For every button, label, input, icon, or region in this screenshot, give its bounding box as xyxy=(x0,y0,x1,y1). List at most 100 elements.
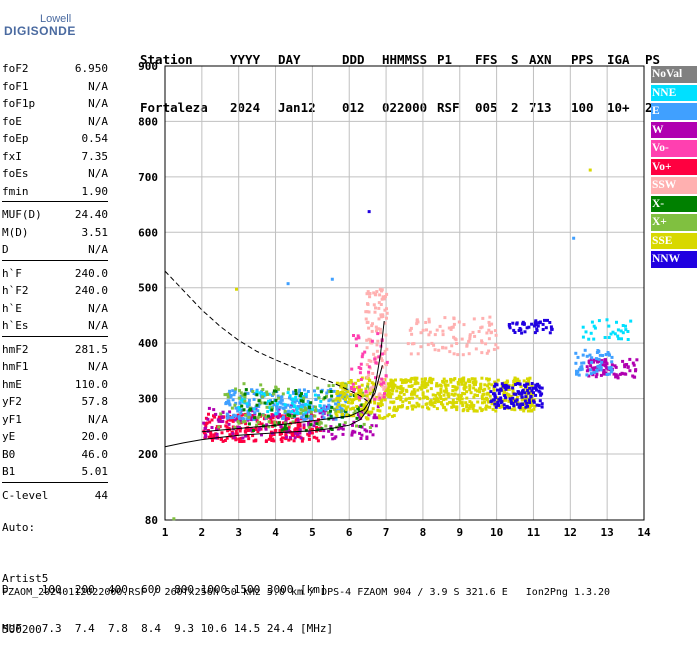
data-point xyxy=(444,390,448,394)
data-point xyxy=(492,392,495,396)
data-point xyxy=(534,319,538,323)
data-point xyxy=(343,384,347,388)
data-point xyxy=(252,417,256,421)
data-point xyxy=(341,427,345,431)
data-point xyxy=(278,400,282,404)
data-point xyxy=(381,365,385,369)
data-point xyxy=(280,395,284,399)
data-point xyxy=(313,414,317,418)
data-point xyxy=(467,352,471,356)
data-point xyxy=(471,330,475,334)
data-point xyxy=(421,405,425,409)
data-point xyxy=(524,395,528,399)
data-point xyxy=(429,379,433,383)
data-point xyxy=(205,421,209,425)
data-point xyxy=(329,398,333,402)
data-point xyxy=(300,405,303,409)
data-point xyxy=(278,412,281,416)
data-point xyxy=(256,420,260,424)
data-point xyxy=(239,398,243,402)
data-point xyxy=(534,323,538,327)
data-point xyxy=(349,379,353,382)
data-point xyxy=(266,414,270,418)
data-point xyxy=(624,324,627,328)
data-point xyxy=(244,413,248,417)
data-point xyxy=(345,395,349,399)
data-point xyxy=(299,411,303,415)
data-point xyxy=(335,405,339,409)
data-point xyxy=(307,434,311,438)
data-point xyxy=(376,408,380,412)
data-point xyxy=(329,425,333,429)
data-point xyxy=(304,410,308,414)
data-point xyxy=(319,408,323,412)
data-point xyxy=(270,439,274,442)
data-point xyxy=(451,385,455,388)
param-row: foF1 N/A xyxy=(2,78,108,96)
data-point xyxy=(487,349,491,353)
data-point xyxy=(514,379,518,383)
data-point xyxy=(392,408,396,412)
data-point xyxy=(522,383,526,387)
header-value-ffs: 005 xyxy=(475,100,498,115)
data-point xyxy=(367,373,371,377)
data-point xyxy=(435,384,438,388)
data-point xyxy=(430,341,434,345)
data-point xyxy=(607,336,611,339)
data-point xyxy=(296,434,300,438)
data-point xyxy=(234,438,238,442)
data-point xyxy=(408,396,412,400)
data-point xyxy=(576,355,580,359)
data-point xyxy=(251,434,255,438)
data-point xyxy=(351,429,355,433)
data-point xyxy=(383,349,387,353)
param-value: 240.0 xyxy=(74,266,108,280)
data-point xyxy=(367,358,371,362)
data-point xyxy=(389,400,393,404)
data-point xyxy=(595,372,599,376)
data-point xyxy=(518,327,522,330)
data-point xyxy=(210,436,214,440)
data-point xyxy=(366,320,370,324)
data-point xyxy=(519,407,523,411)
data-point xyxy=(267,420,271,424)
data-point xyxy=(427,320,431,324)
data-point xyxy=(429,399,433,403)
auto-label: Auto: xyxy=(2,521,36,534)
data-point xyxy=(382,395,386,399)
y-tick-label: 80 xyxy=(145,514,158,527)
data-point xyxy=(587,337,591,341)
data-point xyxy=(238,429,242,433)
data-point xyxy=(380,352,384,356)
data-point xyxy=(487,382,491,386)
data-point xyxy=(288,394,292,398)
data-point xyxy=(341,432,345,436)
param-row: hmF1 N/A xyxy=(2,358,108,376)
data-point xyxy=(499,388,503,392)
data-point xyxy=(334,417,338,421)
data-point xyxy=(237,405,241,409)
data-point xyxy=(626,365,630,369)
param-name: B1 xyxy=(2,465,16,478)
data-point xyxy=(286,282,290,286)
data-point xyxy=(369,388,372,392)
header-value-day: Jan12 xyxy=(278,100,316,115)
data-point xyxy=(282,421,285,425)
data-point xyxy=(291,420,295,424)
data-point xyxy=(229,418,233,422)
data-point xyxy=(347,381,351,384)
param-name: yE xyxy=(2,430,16,443)
data-point xyxy=(465,390,469,394)
data-point xyxy=(589,368,592,372)
data-point xyxy=(435,396,439,400)
data-point xyxy=(456,380,460,384)
data-point xyxy=(597,319,601,323)
data-point xyxy=(600,359,604,363)
data-point xyxy=(366,385,369,389)
data-point xyxy=(452,393,456,397)
param-row: h`Es N/A xyxy=(2,317,108,335)
data-point xyxy=(427,407,431,411)
data-point xyxy=(441,329,445,333)
data-point xyxy=(272,439,276,443)
data-point xyxy=(429,387,433,391)
